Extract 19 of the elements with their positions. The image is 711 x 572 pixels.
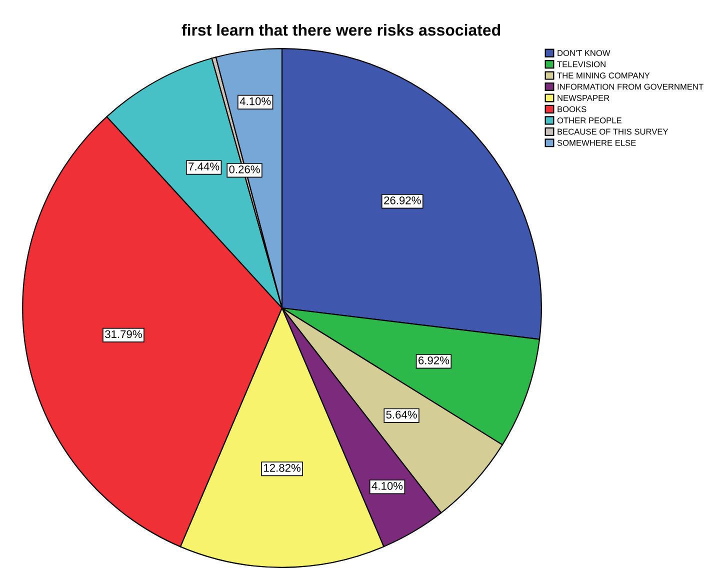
legend-label: NEWSPAPER [558, 95, 610, 101]
legend-label: OTHER PEOPLE [557, 117, 622, 124]
data-label: 4.10% [372, 482, 403, 490]
data-label: 7.44% [188, 162, 220, 170]
legend-label: THE MINING COMPANY [557, 72, 650, 78]
legend-label: INFORMATION FROM GOVERNMENT [558, 84, 704, 90]
legend-label: BOOKS [558, 106, 586, 112]
legend-label: DON'T KNOW [558, 50, 610, 56]
legend-label: SOMEWHERE ELSE [557, 140, 636, 146]
data-label: 26.92% [384, 196, 421, 204]
chart-title: first learn that there were risks associated [182, 24, 500, 36]
data-label: 31.79% [105, 330, 142, 338]
data-label: 12.82% [264, 464, 300, 472]
data-label: 0.26% [229, 165, 260, 174]
data-label: 5.64% [386, 410, 417, 419]
legend-label: BECAUSE OF THIS SURVEY [558, 128, 668, 135]
data-label: 6.92% [418, 356, 450, 364]
data-label: 4.10% [240, 97, 271, 106]
legend-label: TELEVISION [557, 61, 606, 68]
